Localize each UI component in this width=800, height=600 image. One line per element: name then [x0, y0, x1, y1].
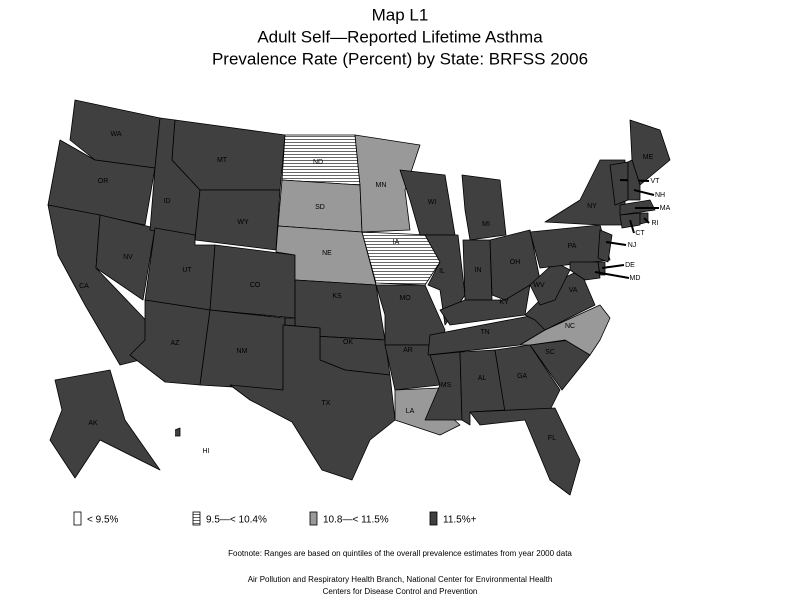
legend: < 9.5% 9.5—< 10.4% 10.8—< 11.5% 11.5%+ [73, 511, 477, 526]
state-label: CA [79, 283, 89, 290]
state-label: FL [548, 435, 556, 442]
leader-line [594, 271, 630, 279]
state-label: IN [475, 267, 482, 274]
state [494, 344, 561, 413]
state [354, 134, 421, 233]
state-label: VT [651, 178, 661, 185]
state-label: MD [630, 275, 641, 282]
state-label: NE [322, 250, 332, 257]
state-label: DE [625, 262, 635, 269]
state-label: RI [652, 220, 659, 227]
state [544, 159, 626, 226]
state-label: MN [376, 182, 387, 189]
state-label: LA [406, 408, 415, 415]
state-label: PA [568, 243, 577, 250]
state-label: NJ [628, 242, 637, 249]
state [424, 234, 466, 326]
state-label: AR [403, 347, 413, 354]
state-label: TN [480, 329, 489, 336]
state-label: NY [587, 203, 597, 210]
state-label: GA [517, 373, 527, 380]
state-label: NV [123, 254, 133, 261]
leader-line [605, 241, 627, 246]
title-line: Prevalence Rate (Percent) by State: BRFS… [212, 49, 588, 68]
credit-line: Centers for Disease Control and Preventi… [323, 587, 478, 596]
state-label: OH [510, 259, 521, 266]
state-label: IA [393, 239, 400, 246]
state [569, 261, 601, 281]
state-label: NC [565, 323, 575, 330]
leader-line [633, 189, 655, 196]
state [529, 224, 611, 269]
state-label: AK [88, 420, 98, 427]
state [95, 214, 156, 301]
state [629, 119, 671, 186]
state-label: UT [182, 267, 192, 274]
state-label: OR [98, 178, 109, 185]
state-label: WY [237, 219, 249, 226]
state [424, 351, 463, 421]
state-label: WA [110, 131, 121, 138]
state [47, 139, 156, 226]
state-label: VA [569, 287, 578, 294]
state-label: MA [660, 205, 671, 212]
state-map: WA OR CA NV ID MT WY UT CO AZ NM ND SD NE KS OK TX MN IA MO… [47, 99, 671, 496]
state [229, 324, 396, 481]
state-label: KY [499, 299, 509, 306]
state-label: MO [399, 295, 411, 302]
state-label: KS [332, 293, 342, 300]
state-label: MT [217, 157, 228, 164]
legend-label: 9.5—< 10.4% [206, 515, 267, 526]
legend-label: 10.8—< 11.5% [323, 515, 389, 526]
legend-swatch [309, 511, 318, 526]
leader-line [601, 264, 625, 269]
title-line: Map L1 [372, 5, 429, 24]
state-label: MS [441, 382, 452, 389]
state-label: SD [315, 204, 325, 211]
state [361, 231, 441, 286]
legend-swatch [429, 511, 438, 526]
state-label: HI [203, 448, 210, 455]
state-label: CT [635, 230, 645, 237]
state-label: AL [478, 375, 487, 382]
state-label: WI [428, 199, 437, 206]
legend-label: < 9.5% [87, 515, 119, 526]
state-label: AZ [171, 340, 181, 347]
state [519, 304, 611, 356]
leader-line [629, 219, 635, 234]
state [461, 174, 507, 241]
state-label: CO [250, 282, 261, 289]
state-label: ID [164, 198, 171, 205]
legend-swatch [192, 511, 201, 526]
credit-line: Air Pollution and Respiratory Health Bra… [248, 575, 553, 584]
state-label: NM [237, 348, 248, 355]
state-label: NH [655, 192, 665, 199]
state-label: SC [545, 349, 555, 356]
footnote: Footnote: Ranges are based on quintiles … [228, 549, 572, 558]
leader-line [643, 217, 650, 224]
state-label: OK [343, 339, 353, 346]
state [597, 229, 613, 263]
state [469, 407, 581, 496]
legend-label: 11.5%+ [443, 515, 477, 526]
state-label: ME [643, 154, 654, 161]
state-label: MI [482, 221, 490, 228]
state-label: ND [313, 159, 323, 166]
legend-swatch [73, 511, 82, 526]
title-line: Adult Self—Reported Lifetime Asthma [257, 27, 543, 46]
state-label: TX [322, 400, 331, 407]
state [174, 427, 181, 437]
title-block: Map L1 Adult Self—Reported Lifetime Asthm… [212, 5, 588, 68]
state [49, 369, 161, 479]
state-label: IL [439, 268, 445, 275]
state-label: WV [533, 282, 545, 289]
